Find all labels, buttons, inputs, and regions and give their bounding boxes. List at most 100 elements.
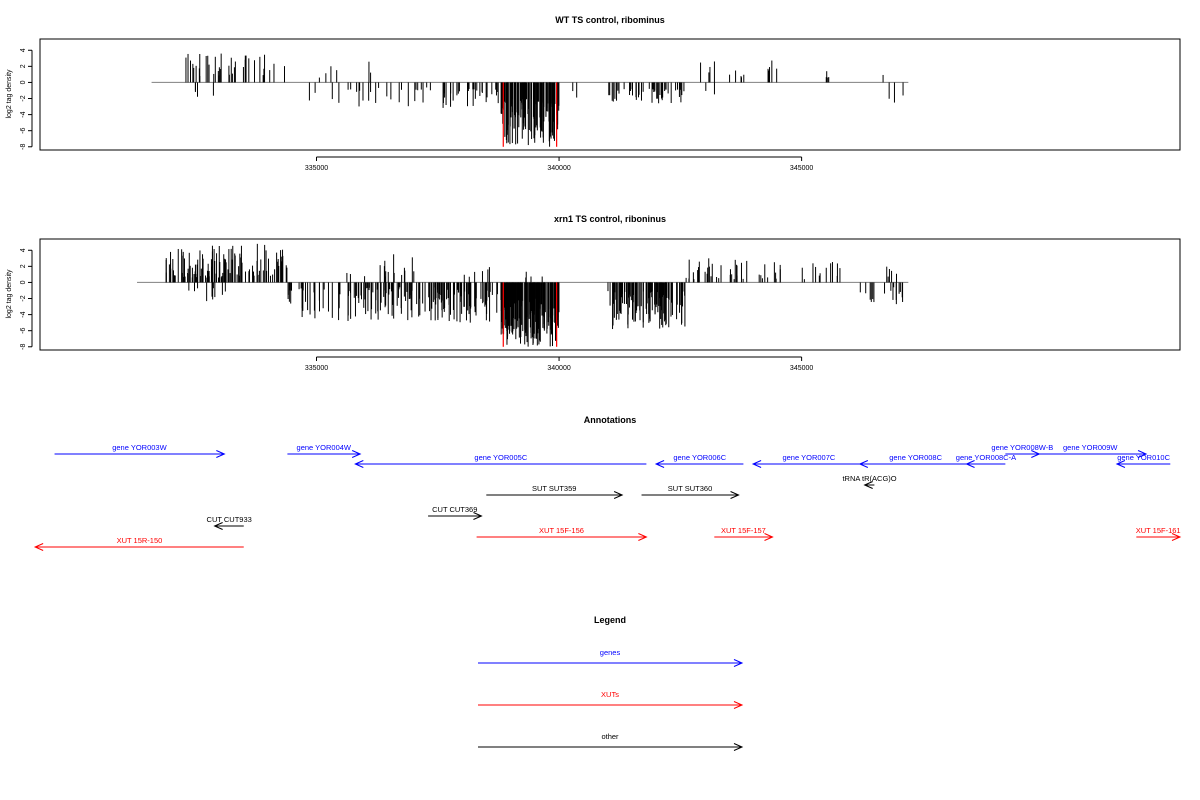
annotation-gene: gene YOR004W — [287, 443, 362, 458]
x-tick-label: 345000 — [790, 165, 813, 172]
legend-arrow — [478, 659, 744, 667]
annotation-gene: gene YOR009W — [1034, 443, 1148, 458]
y-tick-label: 0 — [20, 80, 27, 84]
x-tick-label: 340000 — [547, 365, 570, 372]
annotation-gene: gene YOR007C — [751, 453, 865, 468]
legend-arrow — [478, 701, 744, 709]
y-tick-label: -2 — [20, 295, 27, 301]
other-arrow — [863, 481, 875, 489]
annotation-label: gene YOR008C-A — [956, 453, 1016, 462]
y-tick-label: -2 — [20, 95, 27, 101]
xut-arrow — [476, 533, 648, 541]
gene-arrow — [54, 450, 226, 458]
annotation-label: gene YOR003W — [112, 443, 167, 452]
annotation-gene: gene YOR006C — [654, 453, 744, 468]
xrn1-axes: 4 2 0 -2 -4 -6 -8 335000 340000 345000 — [20, 248, 813, 372]
annotation-label: XUT 15F-156 — [539, 526, 584, 535]
other-arrow — [486, 491, 624, 499]
wt-bars — [151, 53, 909, 147]
y-tick-label: 4 — [20, 248, 27, 252]
gene-arrow — [654, 460, 744, 468]
wt-density-panel: WT TS control, ribominus log2 tag densit… — [6, 15, 1181, 172]
annotation-gene: gene YOR003W — [54, 443, 226, 458]
legend-arrow — [478, 743, 744, 751]
annotation-label: SUT SUT359 — [532, 484, 576, 493]
x-tick-label: 345000 — [790, 365, 813, 372]
gene-arrow — [751, 460, 865, 468]
xrn1-density-panel: xrn1 TS control, riboninus log2 tag dens… — [6, 214, 1181, 372]
annotation-label: SUT SUT360 — [668, 484, 712, 493]
wt-plot-frame — [39, 38, 1181, 151]
x-tick-label: 340000 — [547, 165, 570, 172]
x-tick-label: 335000 — [305, 365, 328, 372]
xrn1-y-axis-label: log2 tag density — [6, 269, 13, 319]
x-tick-label: 335000 — [305, 165, 328, 172]
gene-arrow — [1115, 460, 1171, 468]
annotation-gene: gene YOR010C — [1115, 453, 1171, 468]
legend-item-other: other — [478, 732, 744, 751]
annotation-other: tRNA tR(ACG)O — [842, 474, 897, 489]
annotation-gene: gene YOR008C-A — [956, 453, 1016, 468]
legend-title: Legend — [594, 615, 626, 625]
y-tick-label: -4 — [20, 111, 27, 117]
other-arrow — [641, 491, 740, 499]
annotation-label: gene YOR005C — [474, 453, 527, 462]
y-tick-label: -6 — [20, 327, 27, 333]
xut-arrow — [33, 543, 244, 551]
annotation-label: XUT 15R-150 — [117, 536, 163, 545]
annotation-gene: gene YOR005C — [354, 453, 647, 468]
y-tick-label: -8 — [20, 344, 27, 350]
wt-axes: 4 2 0 -2 -4 -6 -8 335000 340000 345000 — [20, 48, 813, 172]
annotation-xut: XUT 15R-150 — [33, 536, 244, 551]
annotation-label: gene YOR008W-B — [991, 443, 1053, 452]
annotation-label: gene YOR009W — [1063, 443, 1118, 452]
gene-arrow — [287, 450, 362, 458]
annotation-label: XUT 15F-161 — [1136, 526, 1181, 535]
legend-label: XUTs — [601, 690, 619, 699]
legend-label: other — [601, 732, 619, 741]
xrn1-panel-title: xrn1 TS control, riboninus — [554, 214, 666, 224]
y-tick-label: 2 — [20, 64, 27, 68]
y-tick-label: 4 — [20, 48, 27, 52]
y-tick-label: -8 — [20, 144, 27, 150]
annotation-other: SUT SUT359 — [486, 484, 624, 499]
annotation-label: gene YOR006C — [673, 453, 726, 462]
annotations-title: Annotations — [584, 415, 637, 425]
legend-item-gene: genes — [478, 648, 744, 667]
annotation-label: gene YOR007C — [782, 453, 835, 462]
y-tick-label: -6 — [20, 127, 27, 133]
annotation-other: CUT CUT369 — [428, 505, 483, 520]
legend-items: genes XUTs other — [478, 648, 744, 751]
annotation-xut: XUT 15F-157 — [714, 526, 774, 541]
annotation-gene: gene YOR008C — [858, 453, 972, 468]
annotation-label: gene YOR010C — [1117, 453, 1170, 462]
annotation-other: CUT CUT933 — [207, 515, 252, 530]
y-tick-label: 0 — [20, 280, 27, 284]
other-arrow — [428, 512, 483, 520]
legend-item-xut: XUTs — [478, 690, 744, 709]
xut-arrow — [1136, 533, 1182, 541]
annotation-label: XUT 15F-157 — [721, 526, 766, 535]
wt-panel-title: WT TS control, ribominus — [555, 15, 665, 25]
gene-arrow — [354, 460, 647, 468]
annotation-features: gene YOR003W gene YOR004W gene YOR005C gene… — [33, 443, 1182, 551]
annotation-label: CUT CUT933 — [207, 515, 252, 524]
annotation-other: SUT SUT360 — [641, 484, 740, 499]
other-arrow — [213, 522, 244, 530]
legend: Legend genes XUTs other — [478, 615, 744, 751]
annotation-label: gene YOR008C — [889, 453, 942, 462]
gene-arrow — [858, 460, 972, 468]
annotation-label: CUT CUT369 — [432, 505, 477, 514]
annotation-xut: XUT 15F-156 — [476, 526, 648, 541]
annotation-xut: XUT 15F-161 — [1136, 526, 1182, 541]
xrn1-bars — [137, 243, 909, 347]
xut-arrow — [714, 533, 774, 541]
annotation-label: gene YOR004W — [297, 443, 352, 452]
annotation-label: tRNA tR(ACG)O — [842, 474, 896, 483]
xrn1-plot-frame — [39, 238, 1181, 351]
gene-arrow — [1034, 450, 1148, 458]
legend-label: genes — [600, 648, 621, 657]
y-tick-label: 2 — [20, 264, 27, 268]
wt-y-axis-label: log2 tag density — [6, 69, 13, 119]
